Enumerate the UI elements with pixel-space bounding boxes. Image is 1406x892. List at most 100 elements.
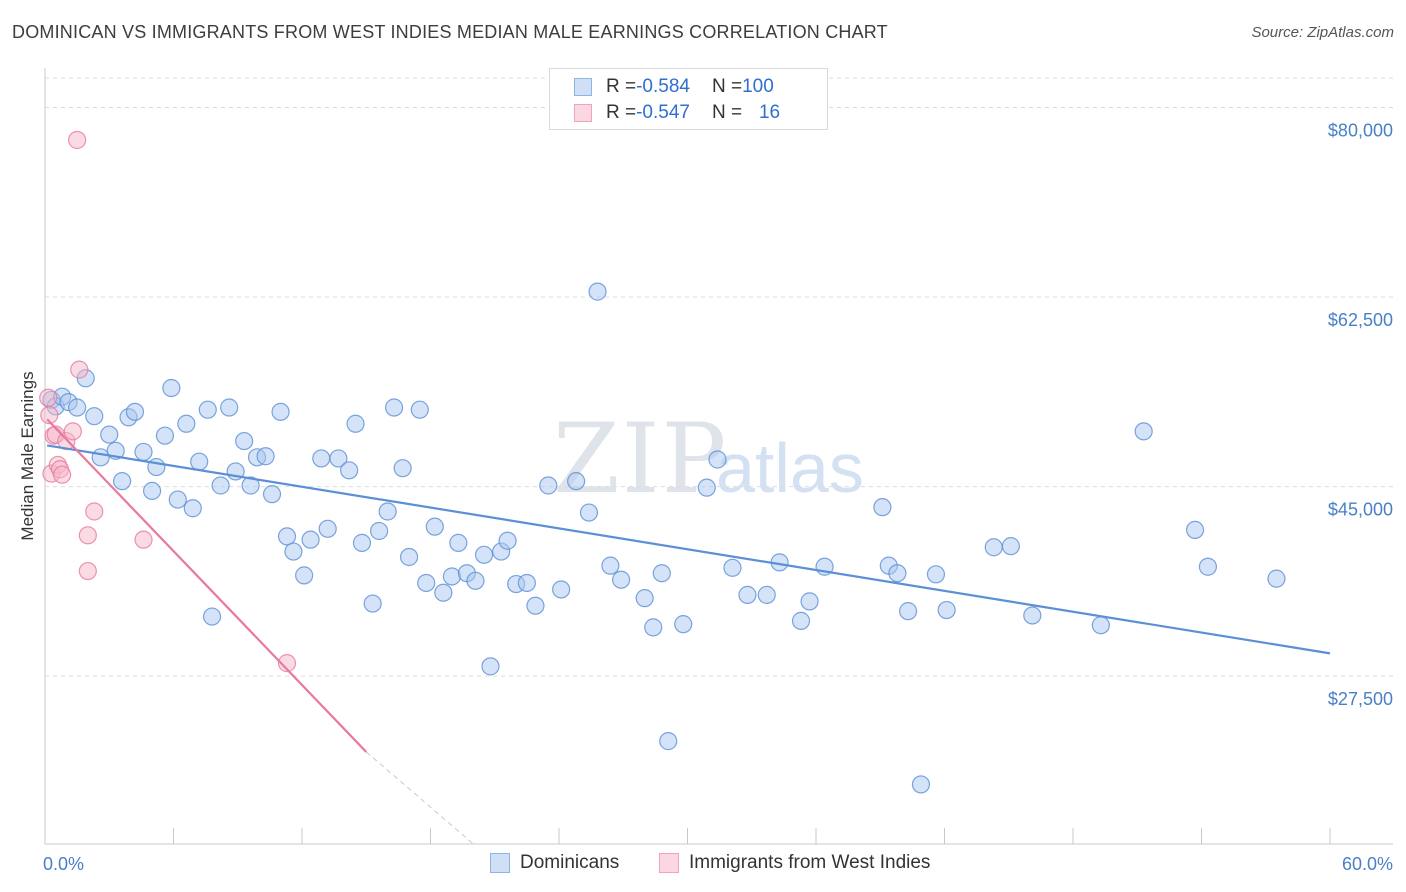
data-point bbox=[183, 499, 202, 518]
y-tick-label: $27,500 bbox=[1328, 689, 1393, 709]
data-point bbox=[659, 732, 678, 751]
data-point bbox=[352, 533, 372, 552]
data-point bbox=[168, 490, 187, 509]
trend-lines bbox=[46, 418, 1331, 845]
data-point bbox=[53, 465, 72, 484]
data-point bbox=[241, 476, 260, 495]
y-axis-title: Median Male Earnings bbox=[18, 371, 37, 540]
data-point bbox=[601, 556, 620, 575]
data-point bbox=[134, 442, 153, 462]
n-label: N = bbox=[711, 102, 743, 123]
data-point bbox=[78, 526, 97, 545]
r-label: R = bbox=[606, 102, 637, 123]
r-label: R = bbox=[606, 76, 637, 97]
data-point bbox=[937, 600, 956, 620]
data-point bbox=[220, 398, 239, 417]
y-tick-label: $80,000 bbox=[1328, 120, 1393, 140]
data-point bbox=[579, 503, 599, 522]
x-tick-label-max: 60.0% bbox=[1342, 854, 1393, 874]
data-point bbox=[262, 485, 282, 504]
data-point bbox=[723, 558, 742, 577]
data-point bbox=[198, 400, 217, 419]
data-point bbox=[202, 607, 222, 626]
data-point bbox=[526, 596, 545, 615]
data-point bbox=[1185, 520, 1205, 540]
data-point bbox=[70, 360, 89, 379]
data-point bbox=[1091, 616, 1110, 635]
trend-line-west-indies bbox=[46, 418, 368, 753]
grid-lines bbox=[45, 77, 1393, 677]
data-point bbox=[474, 545, 494, 564]
data-point bbox=[926, 565, 946, 584]
data-point bbox=[1198, 557, 1218, 576]
data-point bbox=[378, 502, 397, 521]
y-tick-label: $45,000 bbox=[1328, 500, 1393, 520]
data-point bbox=[256, 447, 275, 466]
legend-swatch-west-indies bbox=[659, 853, 679, 873]
source-label: Source: ZipAtlas.com bbox=[1251, 24, 1394, 41]
x-tick-label-min: 0.0% bbox=[43, 854, 84, 874]
data-point bbox=[295, 566, 314, 585]
data-point bbox=[498, 531, 517, 550]
data-point bbox=[312, 449, 331, 468]
trend-line-dominicans bbox=[46, 444, 1331, 655]
data-point bbox=[68, 130, 87, 150]
data-point bbox=[481, 657, 500, 676]
data-point bbox=[155, 426, 175, 445]
data-point bbox=[384, 398, 404, 417]
legend-swatch-dominicans bbox=[490, 853, 510, 873]
data-point bbox=[644, 618, 663, 637]
series-legend: Dominicans Immigrants from West Indies bbox=[0, 852, 1406, 878]
data-point bbox=[134, 530, 153, 549]
data-point bbox=[911, 775, 931, 794]
r-value: -0.584 bbox=[636, 76, 690, 97]
data-point bbox=[68, 398, 87, 417]
data-point bbox=[442, 567, 462, 586]
watermark: ZIP atlas bbox=[553, 403, 864, 515]
watermark-atlas: atlas bbox=[716, 429, 864, 507]
data-point bbox=[517, 573, 536, 593]
trend-extension-west-indies bbox=[365, 751, 474, 845]
west-indies-swatch bbox=[574, 104, 592, 122]
n-value: 16 bbox=[758, 102, 781, 123]
data-point bbox=[235, 431, 254, 451]
data-point bbox=[449, 533, 468, 552]
series-west-indies-points bbox=[39, 130, 297, 673]
data-point bbox=[466, 571, 485, 590]
data-point bbox=[190, 452, 209, 471]
data-point bbox=[142, 481, 162, 501]
data-point bbox=[417, 573, 436, 593]
data-point bbox=[100, 425, 119, 444]
data-point bbox=[393, 459, 412, 478]
y-tick-labels: $27,500 $45,000 $62,500 $80,000 bbox=[1328, 120, 1393, 709]
data-point bbox=[340, 461, 359, 480]
data-point bbox=[425, 517, 444, 536]
data-point bbox=[85, 407, 104, 426]
data-point bbox=[552, 580, 571, 599]
data-point bbox=[78, 561, 97, 581]
data-point bbox=[399, 547, 419, 567]
n-label: N = bbox=[711, 76, 743, 97]
data-point bbox=[1001, 537, 1020, 556]
y-tick-label: $62,500 bbox=[1328, 310, 1393, 330]
series-dominicans-points bbox=[42, 282, 1286, 794]
data-point bbox=[125, 402, 145, 421]
data-point bbox=[757, 585, 776, 604]
data-point bbox=[277, 654, 297, 673]
data-point bbox=[697, 478, 716, 497]
data-point bbox=[898, 602, 918, 621]
data-point bbox=[39, 388, 58, 407]
stats-legend-row-dominicans: R = -0.584 N = 100 bbox=[574, 75, 774, 99]
data-point bbox=[410, 400, 429, 419]
watermark-zip: ZIP bbox=[553, 403, 728, 515]
axes bbox=[44, 68, 1393, 845]
data-point bbox=[271, 402, 290, 421]
data-point bbox=[370, 521, 389, 541]
data-point bbox=[434, 583, 453, 602]
data-point bbox=[63, 422, 82, 441]
data-point bbox=[708, 450, 727, 469]
data-point bbox=[1267, 569, 1286, 588]
data-point bbox=[791, 611, 811, 630]
data-point bbox=[277, 527, 297, 546]
